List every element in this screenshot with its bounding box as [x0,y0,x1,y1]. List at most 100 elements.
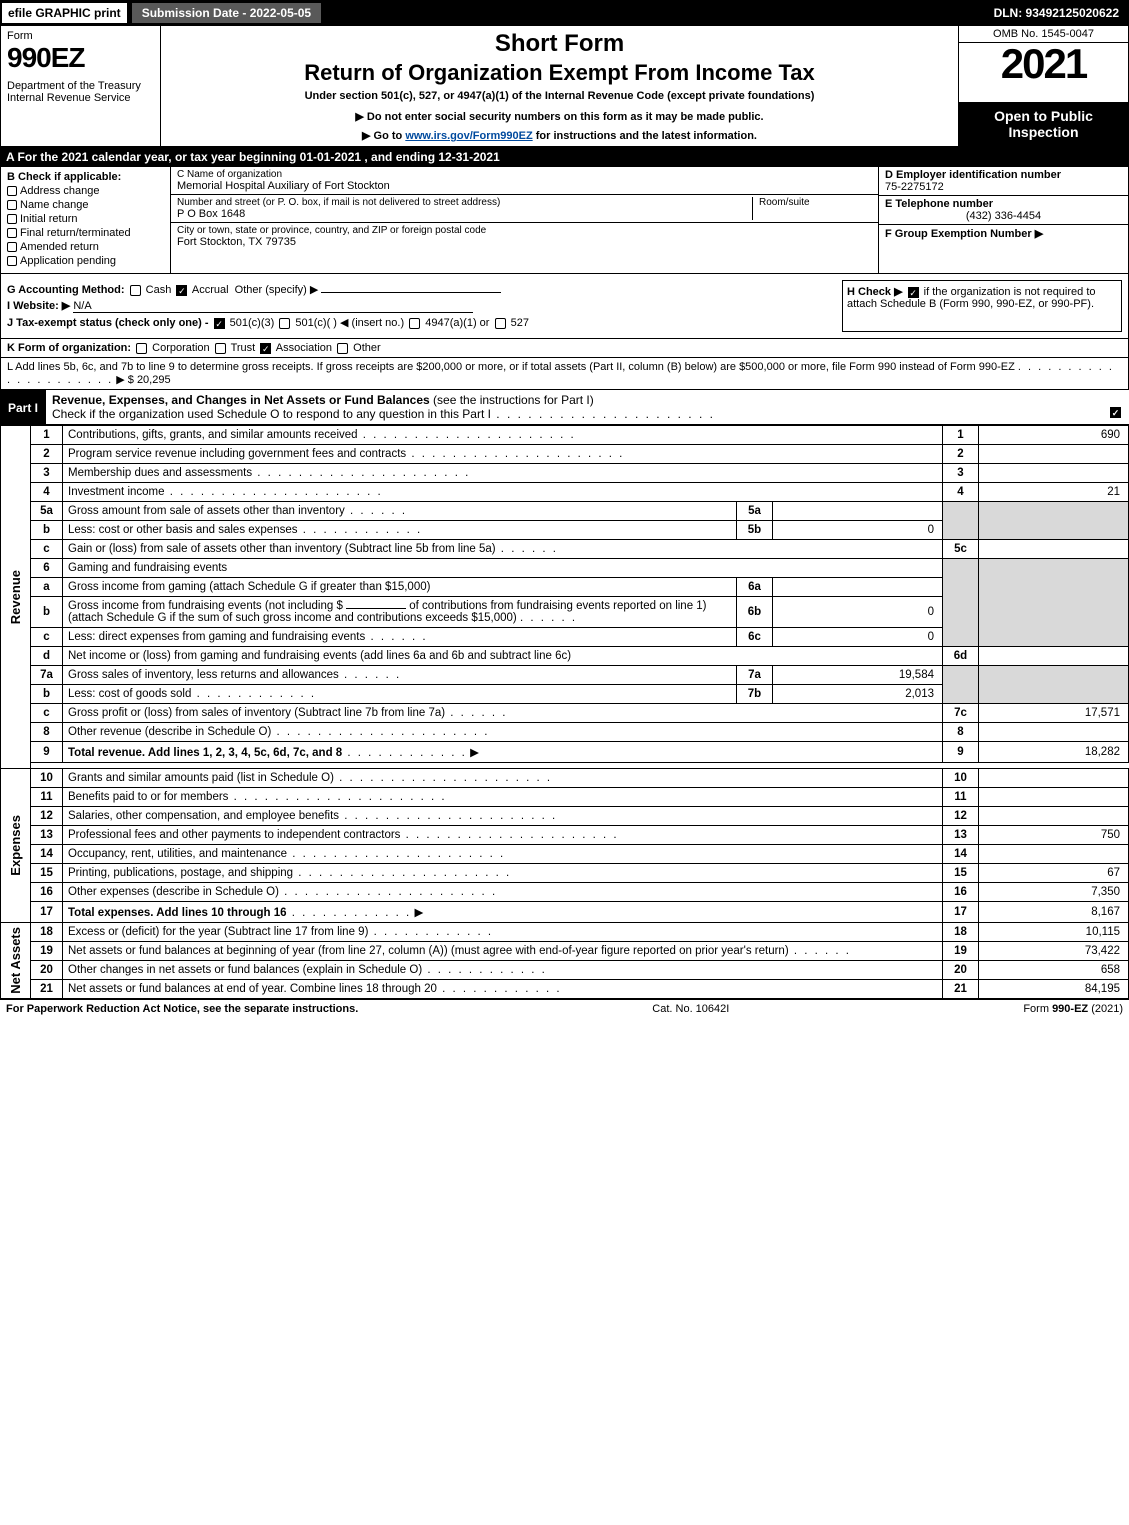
l14-desc: Occupancy, rent, utilities, and maintena… [68,848,505,860]
footer: For Paperwork Reduction Act Notice, see … [0,999,1129,1018]
section-ghij: G Accounting Method: Cash ✓ Accrual Othe… [0,274,1129,339]
header-left: Form 990EZ Department of the Treasury In… [1,26,161,146]
chk-address[interactable]: Address change [7,185,164,197]
l7a-desc: Gross sales of inventory, less returns a… [68,669,401,681]
j-label: J Tax-exempt status (check only one) - [7,317,209,329]
c-city-label: City or town, state or province, country… [177,225,872,236]
subtitle: Under section 501(c), 527, or 4947(a)(1)… [167,90,952,102]
dept-label: Department of the Treasury Internal Reve… [7,80,154,104]
ein-label: D Employer identification number [885,169,1061,181]
form-ref: Form 990-EZ (2021) [1023,1003,1123,1015]
chk-pending[interactable]: Application pending [7,255,164,267]
org-city: Fort Stockton, TX 79735 [177,236,872,248]
l17-desc: Total expenses. Add lines 10 through 16 [68,907,287,919]
line-l: L Add lines 5b, 6c, and 7b to line 9 to … [0,358,1129,390]
chk-h[interactable]: ✓ [908,287,919,298]
chk-501c[interactable] [279,318,290,329]
efile-label[interactable]: efile GRAPHIC print [2,3,127,23]
l6b-desc: Gross income from fundraising events (no… [63,597,737,628]
l21-desc: Net assets or fund balances at end of ye… [68,983,562,995]
l13-desc: Professional fees and other payments to … [68,829,619,841]
part1-subtitle: Check if the organization used Schedule … [52,407,491,421]
l15-desc: Printing, publications, postage, and shi… [68,867,511,879]
form-header: Form 990EZ Department of the Treasury In… [0,26,1129,147]
k-label: K Form of organization: [7,342,131,354]
chk-amended[interactable]: Amended return [7,241,164,253]
l5a-desc: Gross amount from sale of assets other t… [68,505,407,517]
h-label: H Check ▶ [847,286,903,298]
chk-corp[interactable] [136,343,147,354]
l6-desc: Gaming and fundraising events [63,559,943,578]
chk-527[interactable] [495,318,506,329]
irs-link[interactable]: www.irs.gov/Form990EZ [405,130,532,142]
line-j: J Tax-exempt status (check only one) - ✓… [7,316,834,329]
chk-501c3[interactable]: ✓ [214,318,225,329]
other-specify[interactable] [321,292,501,293]
ssn-note: ▶ Do not enter social security numbers o… [167,110,952,123]
chk-accrual[interactable]: ✓ [176,285,187,296]
line-k: K Form of organization: Corporation Trus… [0,339,1129,358]
line-i: I Website: ▶ N/A [7,299,834,313]
l7b-desc: Less: cost of goods sold [68,688,316,700]
tax-year: 2021 [959,43,1128,85]
l-amount: $ 20,295 [128,374,171,386]
section-bcd: B Check if applicable: Address change Na… [0,167,1129,274]
section-c: C Name of organization Memorial Hospital… [171,167,878,273]
group-label: F Group Exemption Number ▶ [885,228,1043,240]
chk-final[interactable]: Final return/terminated [7,227,164,239]
l6a-desc: Gross income from gaming (attach Schedul… [63,578,737,597]
chk-name[interactable]: Name change [7,199,164,211]
part1-bar: Part I Revenue, Expenses, and Changes in… [0,390,1129,425]
b-label: B Check if applicable: [7,171,164,183]
header-right: OMB No. 1545-0047 2021 Open to Public In… [958,26,1128,146]
top-bar: efile GRAPHIC print Submission Date - 20… [0,0,1129,26]
paperwork-notice: For Paperwork Reduction Act Notice, see … [6,1003,358,1015]
l7c-desc: Gross profit or (loss) from sales of inv… [68,707,507,719]
l16-desc: Other expenses (describe in Schedule O) [68,886,497,898]
l1-desc: Contributions, gifts, grants, and simila… [68,429,576,441]
line-a: A For the 2021 calendar year, or tax yea… [0,147,1129,167]
website-label: I Website: ▶ [7,300,70,312]
g-label: G Accounting Method: [7,284,125,296]
form-word: Form [7,30,154,42]
dln-label: DLN: 93492125020622 [986,3,1127,23]
chk-trust[interactable] [215,343,226,354]
main-title: Return of Organization Exempt From Incom… [167,60,952,86]
ein-value: 75-2275172 [885,181,944,193]
l1-val: 690 [979,426,1129,445]
submission-date: Submission Date - 2022-05-05 [131,2,322,24]
chk-sched-o[interactable]: ✓ [1110,407,1121,418]
open-inspection: Open to Public Inspection [959,102,1128,146]
netassets-vlabel: Net Assets [6,927,25,994]
chk-cash[interactable] [130,285,141,296]
c-addr-label: Number and street (or P. O. box, if mail… [177,197,752,208]
l19-desc: Net assets or fund balances at beginning… [68,945,851,957]
form-table: Revenue 1 Contributions, gifts, grants, … [0,425,1129,999]
website-value: N/A [73,300,473,313]
section-h: H Check ▶ ✓ if the organization is not r… [842,280,1122,332]
l12-desc: Salaries, other compensation, and employ… [68,810,557,822]
expenses-vlabel: Expenses [6,815,25,876]
part1-title: Revenue, Expenses, and Changes in Net As… [46,390,1129,425]
l6d-desc: Net income or (loss) from gaming and fun… [63,647,943,666]
room-label: Room/suite [759,197,872,208]
chk-initial[interactable]: Initial return [7,213,164,225]
org-address: P O Box 1648 [177,208,752,220]
l11-desc: Benefits paid to or for members [68,791,447,803]
l9-desc: Total revenue. Add lines 1, 2, 3, 4, 5c,… [68,747,342,759]
chk-other[interactable] [337,343,348,354]
l1-num: 1 [943,426,979,445]
part1-label: Part I [0,398,46,418]
l5c-desc: Gain or (loss) from sale of assets other… [68,543,558,555]
l4-desc: Investment income [68,486,383,498]
chk-assoc[interactable]: ✓ [260,343,271,354]
row-num: 1 [31,426,63,445]
c-name-label: C Name of organization [177,169,872,180]
l6c-desc: Less: direct expenses from gaming and fu… [68,631,428,643]
chk-4947[interactable] [409,318,420,329]
goto-note: ▶ Go to www.irs.gov/Form990EZ for instru… [167,129,952,142]
form-number: 990EZ [7,42,154,74]
header-middle: Short Form Return of Organization Exempt… [161,26,958,146]
tel-label: E Telephone number [885,198,993,210]
cat-no: Cat. No. 10642I [358,1003,1023,1015]
